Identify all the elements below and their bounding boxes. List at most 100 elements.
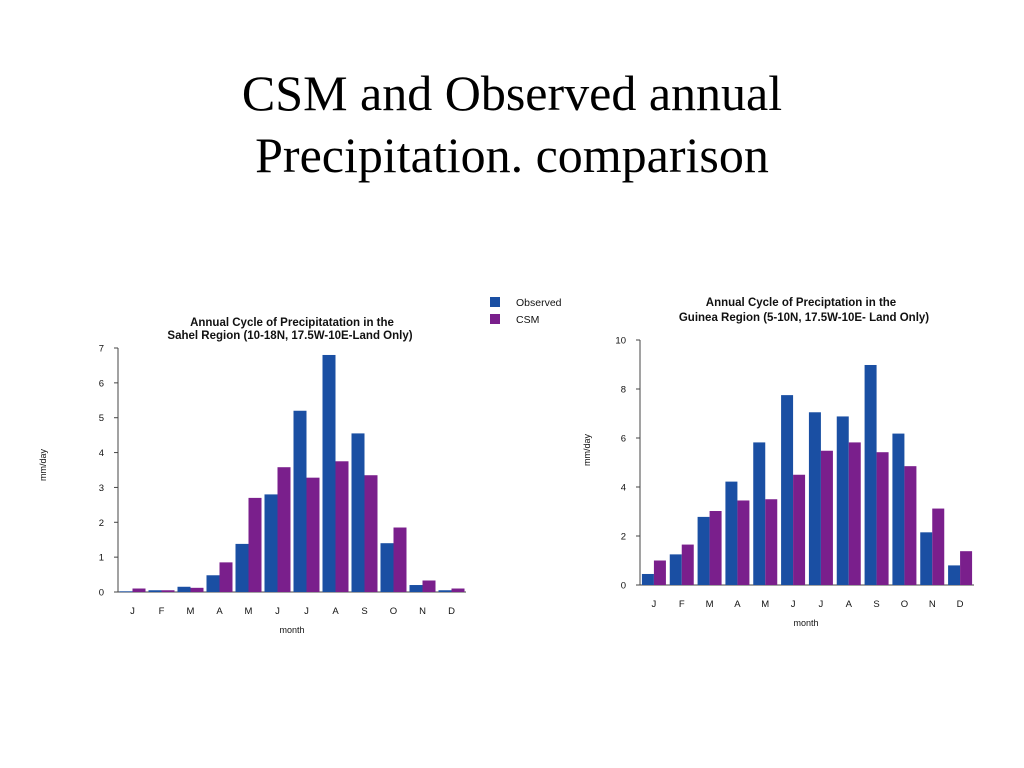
legend-swatch-observed [490,297,500,307]
guinea-bar-csm [765,499,778,585]
sahel-y-axis-label: mm/day [38,449,48,482]
slide-title-line-1: CSM and Observed annual [241,65,783,121]
guinea-bar-csm [848,442,861,585]
guinea-x-tick-label: J [652,599,657,610]
slide-title-line-2: Precipitation. comparison [255,127,769,183]
sahel-bar-observed [235,543,249,592]
guinea-bar-csm [820,450,833,585]
guinea-x-tick-label: S [873,599,879,610]
guinea-x-axis-label: month [793,618,818,628]
sahel-bar-csm [161,590,175,592]
guinea-chart-title-line-2: Guinea Region (5-10N, 17.5W-10E- Land On… [679,312,929,324]
sahel-x-tick-label: D [448,606,455,617]
sahel-bar-csm [277,467,291,592]
legend-swatch-csm [490,314,500,324]
guinea-y-tick-label: 2 [621,532,626,543]
guinea-bar-observed [948,565,961,585]
legend-label-csm: CSM [516,314,539,326]
sahel-x-tick-label: N [419,606,426,617]
guinea-y-tick-label: 10 [615,336,626,347]
legend: Observed CSM [490,297,562,326]
guinea-bar-csm [932,508,945,585]
sahel-bar-csm [190,587,204,592]
sahel-x-axis-label: month [279,625,304,635]
guinea-x-tick-label: J [819,599,824,610]
guinea-bar-observed [892,433,905,585]
guinea-x-tick-label: D [957,599,964,610]
guinea-bar-observed [641,573,654,585]
sahel-bar-observed [409,585,423,592]
sahel-y-tick-label: 7 [99,344,104,355]
guinea-y-tick-label: 0 [621,581,626,592]
guinea-y-tick-label: 8 [621,385,626,396]
sahel-bar-observed [119,591,133,593]
sahel-bar-observed [264,494,278,592]
guinea-bar-csm [904,466,917,585]
sahel-bar-csm [422,580,436,592]
guinea-bar-observed [669,554,682,585]
sahel-bar-csm [451,588,465,592]
sahel-x-tick-label: A [332,606,339,617]
sahel-y-tick-label: 1 [99,553,104,564]
sahel-bar-csm [248,497,262,592]
sahel-bar-observed [177,586,191,592]
guinea-chart: Annual Cycle of Preciptation in the Guin… [582,297,974,628]
guinea-bar-csm [960,551,973,585]
sahel-bar-csm [132,588,146,592]
guinea-bar-csm [709,511,722,585]
sahel-x-tick-label: J [130,606,135,617]
guinea-x-tick-label: M [761,599,769,610]
guinea-chart-title-line-1: Annual Cycle of Preciptation in the [706,297,896,309]
sahel-x-tick-label: M [187,606,195,617]
sahel-x-tick-label: J [275,606,280,617]
guinea-x-tick-label: N [929,599,936,610]
guinea-x-tick-label: M [706,599,714,610]
guinea-bar-observed [920,532,933,585]
sahel-bar-observed [148,590,162,592]
guinea-bar-observed [781,395,794,585]
guinea-x-tick-label: J [791,599,796,610]
sahel-bar-csm [335,461,349,592]
guinea-y-tick-label: 6 [621,434,626,445]
guinea-x-tick-label: A [734,599,741,610]
sahel-x-tick-label: O [390,606,397,617]
sahel-chart: Annual Cycle of Precipitatation in the S… [38,317,466,635]
sahel-chart-title-line-1: Annual Cycle of Precipitatation in the [190,317,394,329]
guinea-bar-observed [753,442,766,585]
sahel-y-tick-label: 0 [99,588,104,599]
sahel-x-tick-label: S [361,606,367,617]
sahel-bar-csm [364,475,378,592]
legend-label-observed: Observed [516,297,562,309]
sahel-chart-title-line-2: Sahel Region (10-18N, 17.5W-10E-Land Onl… [167,330,412,342]
sahel-x-tick-label: J [304,606,309,617]
sahel-y-tick-label: 3 [99,483,104,494]
sahel-bar-observed [438,590,452,592]
guinea-bar-csm [653,560,666,585]
guinea-bar-observed [836,416,849,585]
slide-title: CSM and Observed annual Precipitation. c… [0,62,1024,186]
guinea-bar-observed [808,412,821,585]
guinea-bar-observed [697,516,710,585]
sahel-bar-observed [322,354,336,592]
guinea-y-tick-label: 4 [621,483,626,494]
guinea-x-tick-label: F [679,599,685,610]
guinea-x-tick-label: A [846,599,853,610]
sahel-bar-observed [206,575,220,592]
sahel-bar-csm [219,562,233,592]
guinea-bar-observed [725,481,738,585]
sahel-x-tick-label: F [159,606,165,617]
sahel-bar-csm [306,477,320,592]
guinea-bar-csm [876,452,889,585]
sahel-bar-observed [351,433,365,592]
guinea-y-axis-label: mm/day [582,434,592,467]
guinea-bar-csm [681,544,694,585]
sahel-y-tick-label: 5 [99,413,104,424]
sahel-bar-observed [380,543,394,592]
sahel-x-tick-label: A [216,606,223,617]
guinea-x-tick-label: O [901,599,908,610]
sahel-y-tick-label: 2 [99,518,104,529]
guinea-bar-csm [793,474,806,585]
sahel-bar-csm [393,527,407,592]
sahel-y-tick-label: 4 [99,448,104,459]
